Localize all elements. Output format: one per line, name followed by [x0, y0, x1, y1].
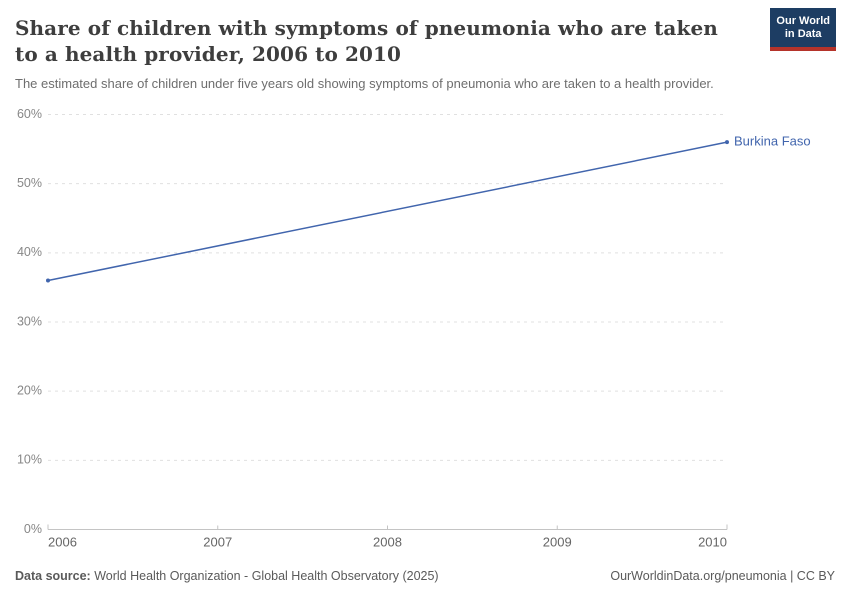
x-axis-tick-label: 2010 — [698, 535, 727, 550]
series-endpoint-marker — [46, 278, 50, 283]
chart-footer: Data source: World Health Organization -… — [15, 569, 835, 583]
data-source-label: Data source: — [15, 569, 91, 583]
y-axis-tick-label: 0% — [24, 522, 42, 536]
chart-plot-area: 0% 10% 20% 30% 40% 50% 60% 2006 2007 2008 2009 2010… — [17, 107, 811, 550]
series-line-burkina-faso[interactable] — [47, 141, 728, 282]
chart-title: Share of children with symptoms of pneum… — [15, 16, 718, 66]
series-endpoint-marker — [725, 140, 729, 145]
y-axis-tick-label: 40% — [17, 245, 42, 259]
y-axis-tick-label: 20% — [17, 383, 42, 397]
y-axis-tick-label: 30% — [17, 314, 42, 328]
chart-subtitle: The estimated share of children under fi… — [15, 76, 714, 91]
data-source-text: World Health Organization - Global Healt… — [94, 569, 439, 583]
y-axis-tick-label: 50% — [17, 176, 42, 190]
owid-logo[interactable]: Our World in Data — [770, 8, 836, 51]
owid-logo-line2: in Data — [784, 28, 822, 40]
x-axis-tick-label: 2009 — [543, 535, 572, 550]
citation-link[interactable]: OurWorldinData.org/pneumonia | CC BY — [610, 569, 835, 583]
x-axis-tick-label: 2008 — [373, 535, 402, 550]
y-axis-tick-label: 60% — [17, 107, 42, 121]
y-axis-tick-label: 10% — [17, 453, 42, 467]
x-axis-tick-label: 2006 — [48, 535, 77, 550]
series-label-burkina-faso[interactable]: Burkina Faso — [734, 134, 811, 149]
x-axis-tick-label: 2007 — [203, 535, 232, 550]
owid-logo-line1: Our World — [776, 15, 830, 27]
data-source-note: Data source: World Health Organization -… — [15, 569, 439, 583]
